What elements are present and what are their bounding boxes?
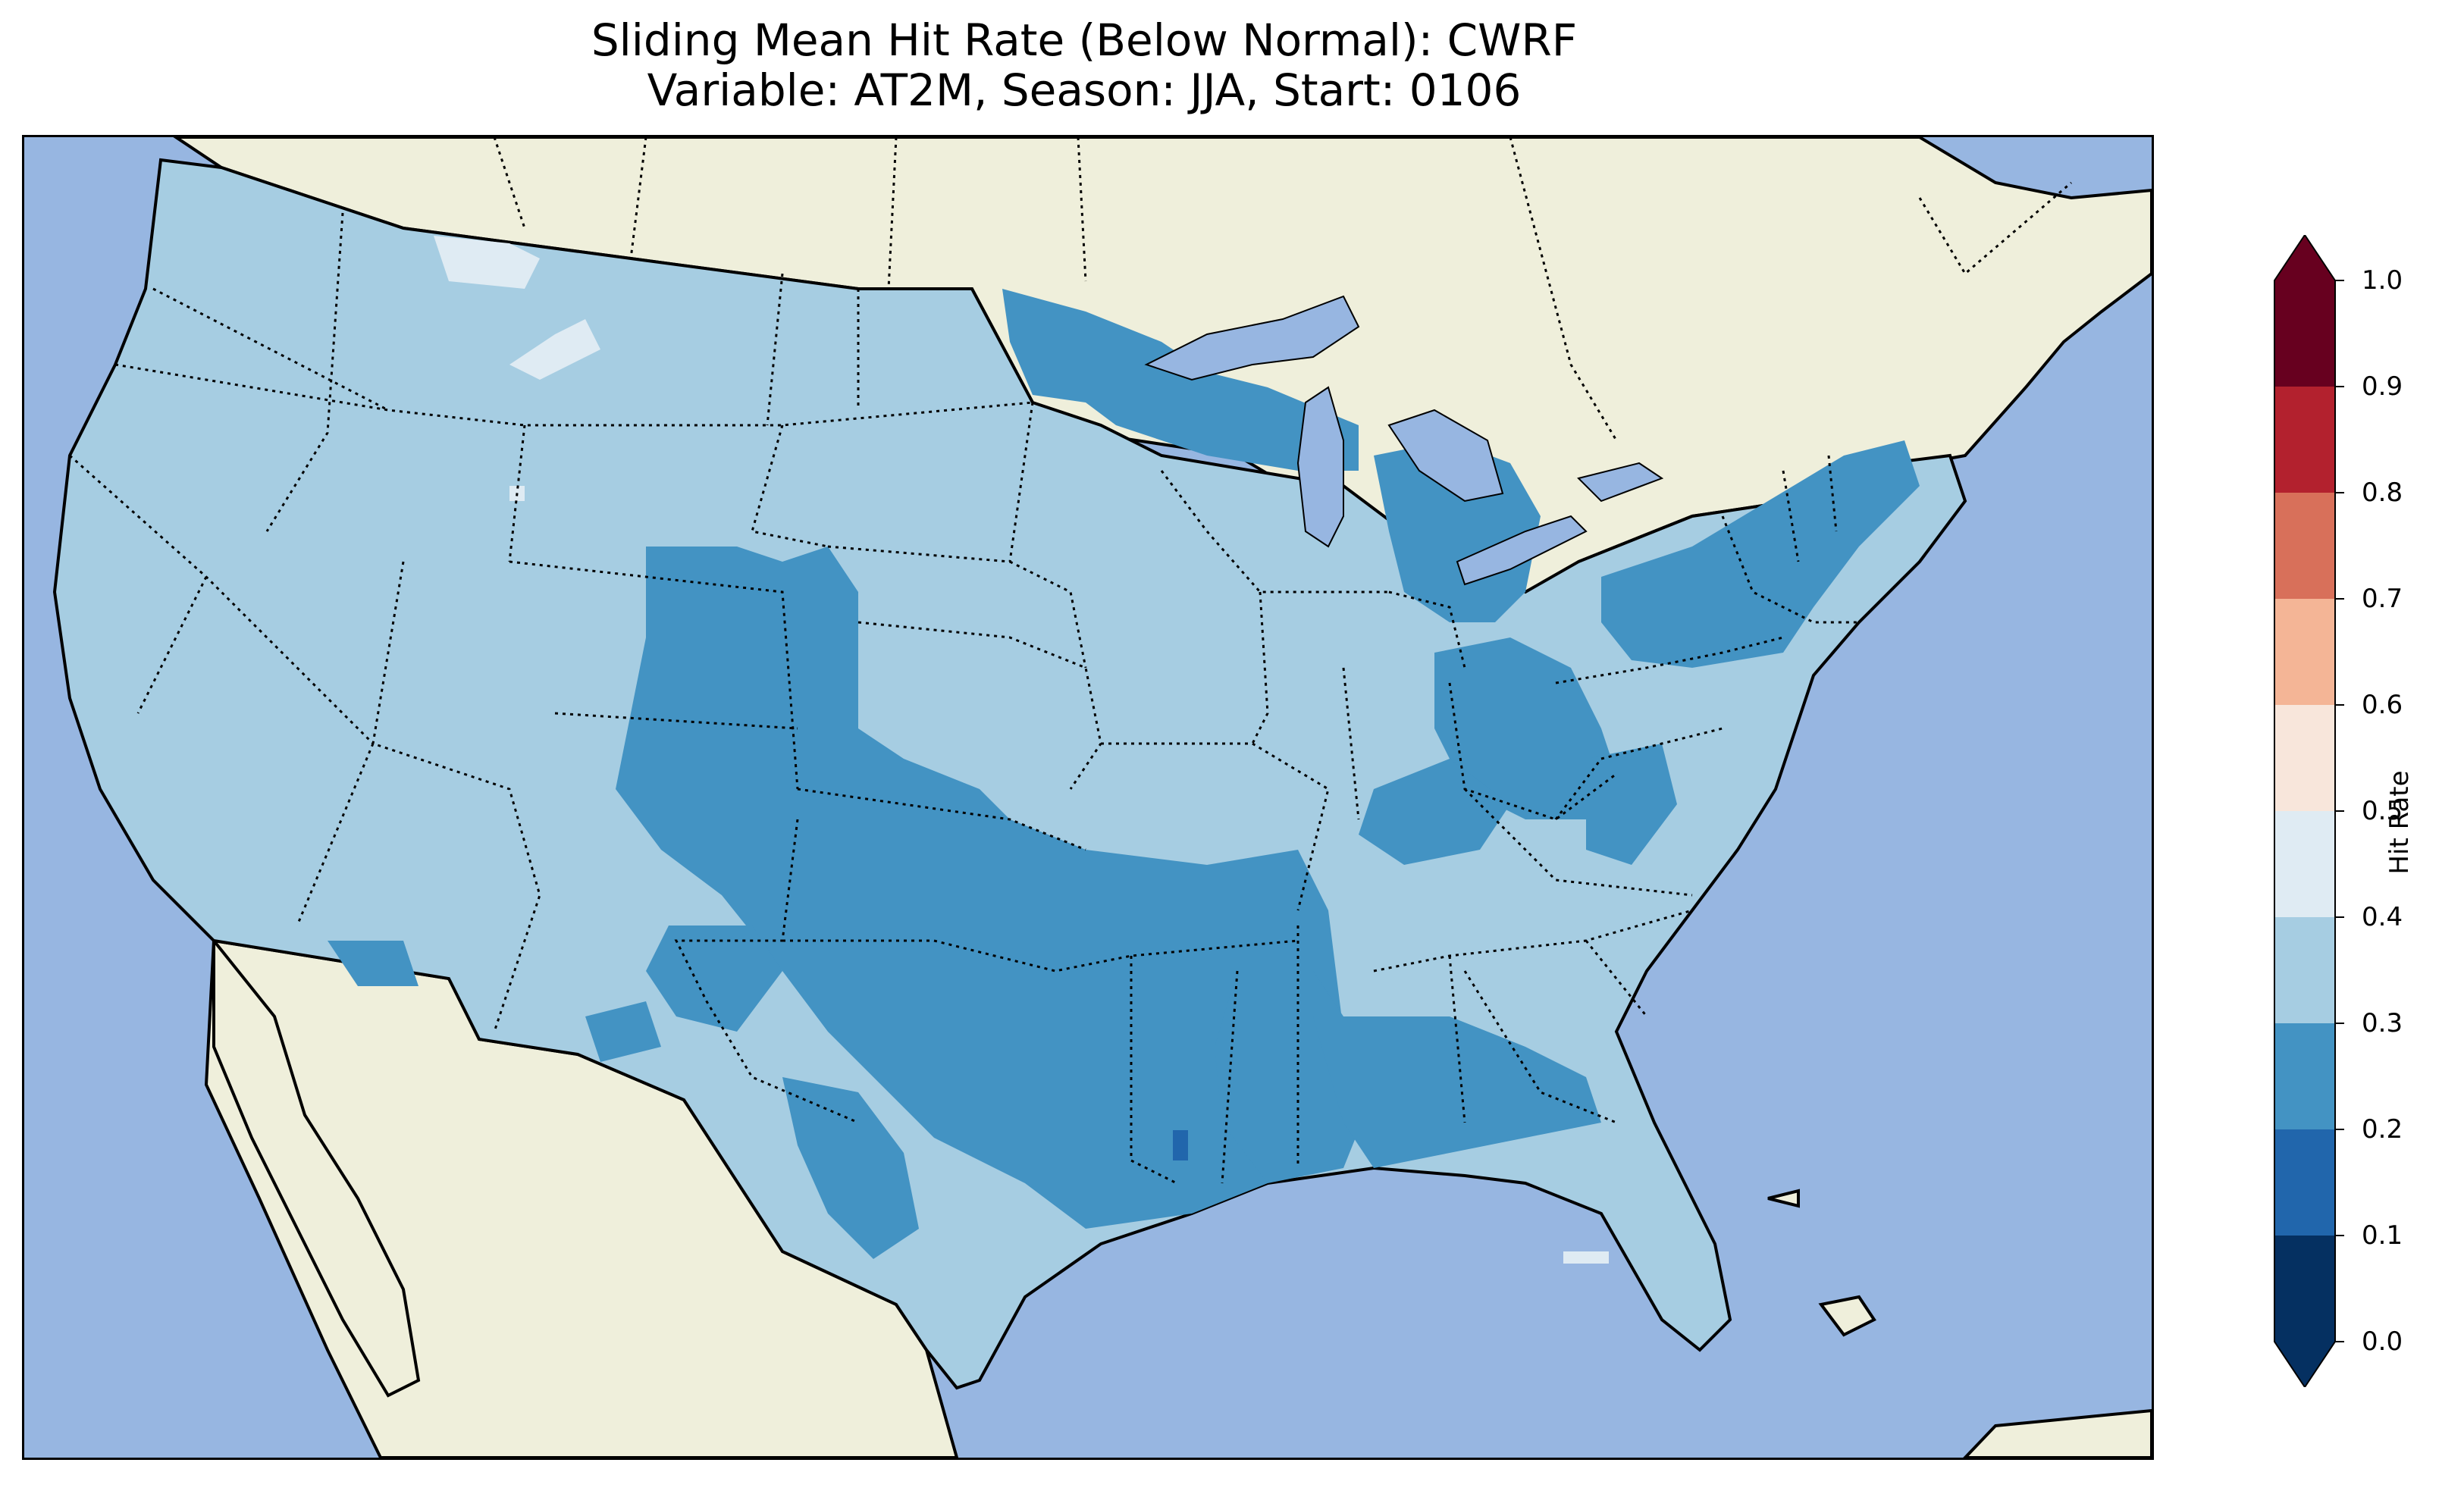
title-line-1: Sliding Mean Hit Rate (Below Normal): CW… [591, 14, 1578, 66]
canada-province-boundaries [493, 137, 2072, 441]
state-boundaries [69, 212, 1859, 1185]
baja-peninsula [212, 936, 421, 1398]
region-southeast [1313, 1016, 1601, 1168]
colorbar-tick-label: 0.9 [2362, 371, 2403, 402]
lake-huron [1387, 409, 1504, 503]
map-panel [22, 135, 2154, 1460]
region-west-texas [646, 926, 782, 1032]
map-canvas [24, 137, 2152, 1458]
colorbar-bin-0.6-0.7 [2274, 599, 2335, 705]
colorbar-tick-label: 0.6 [2362, 690, 2403, 720]
colorbar-bin-0.3-0.4 [2274, 917, 2335, 1023]
lake-ontario [1577, 462, 1664, 503]
colorbar-bin-0.9-1.0 [2274, 280, 2335, 387]
hit-rate-0.1-0.2-patch [1173, 1130, 1188, 1160]
colorbar-extend-max [2274, 235, 2335, 280]
colorbar-tick-label: 0.5 [2362, 796, 2403, 826]
islands [1767, 1189, 2152, 1458]
lake-michigan [1296, 386, 1344, 548]
colorbar-tick-label: 0.2 [2362, 1114, 2403, 1145]
colorbar-extend-min [2274, 1342, 2335, 1387]
colorbar-tick-label: 0.3 [2362, 1008, 2403, 1038]
region-northeast [1601, 440, 1920, 668]
region-nm-south [585, 1001, 661, 1062]
colorbar-tick-label: 0.7 [2362, 584, 2403, 614]
colorbar [2274, 235, 2344, 1387]
map-title: Sliding Mean Hit Rate (Below Normal): CW… [0, 15, 2168, 115]
lake-superior [1144, 295, 1360, 381]
lake-erie [1456, 515, 1588, 586]
colorbar-tick-label: 0.1 [2362, 1220, 2403, 1251]
colorbar-tick-label: 0.8 [2362, 478, 2403, 508]
colorbar-bin-0.4-0.5 [2274, 811, 2335, 917]
region-upper-midwest [1002, 289, 1359, 471]
title-line-2: Variable: AT2M, Season: JJA, Start: 0106 [647, 64, 1522, 116]
region-colorado-central [616, 547, 1343, 1229]
colorbar-bin-0.2-0.3 [2274, 1023, 2335, 1129]
hit-rate-0.4-0.5-regions [434, 236, 1609, 1264]
colorbar-bin-0.8-0.9 [2274, 387, 2335, 493]
colorbar-bin-0.1-0.2 [2274, 1129, 2335, 1236]
region-south-texas [782, 1077, 919, 1259]
colorbar-tick-label: 0.4 [2362, 902, 2403, 932]
colorbar-bin-0.7-0.8 [2274, 493, 2335, 599]
region-kentucky [1359, 759, 1510, 865]
region-ohio [1434, 637, 1616, 819]
region-virginia [1586, 744, 1677, 865]
colorbar-bin-0.5-0.6 [2274, 705, 2335, 811]
colorbar-bin-0.0-0.1 [2274, 1236, 2335, 1342]
great-lakes [1144, 295, 1664, 586]
colorbar-tick-label: 0.0 [2362, 1326, 2403, 1357]
colorbar-tick-label: 1.0 [2362, 265, 2403, 296]
region-arizona-nm [328, 941, 419, 986]
